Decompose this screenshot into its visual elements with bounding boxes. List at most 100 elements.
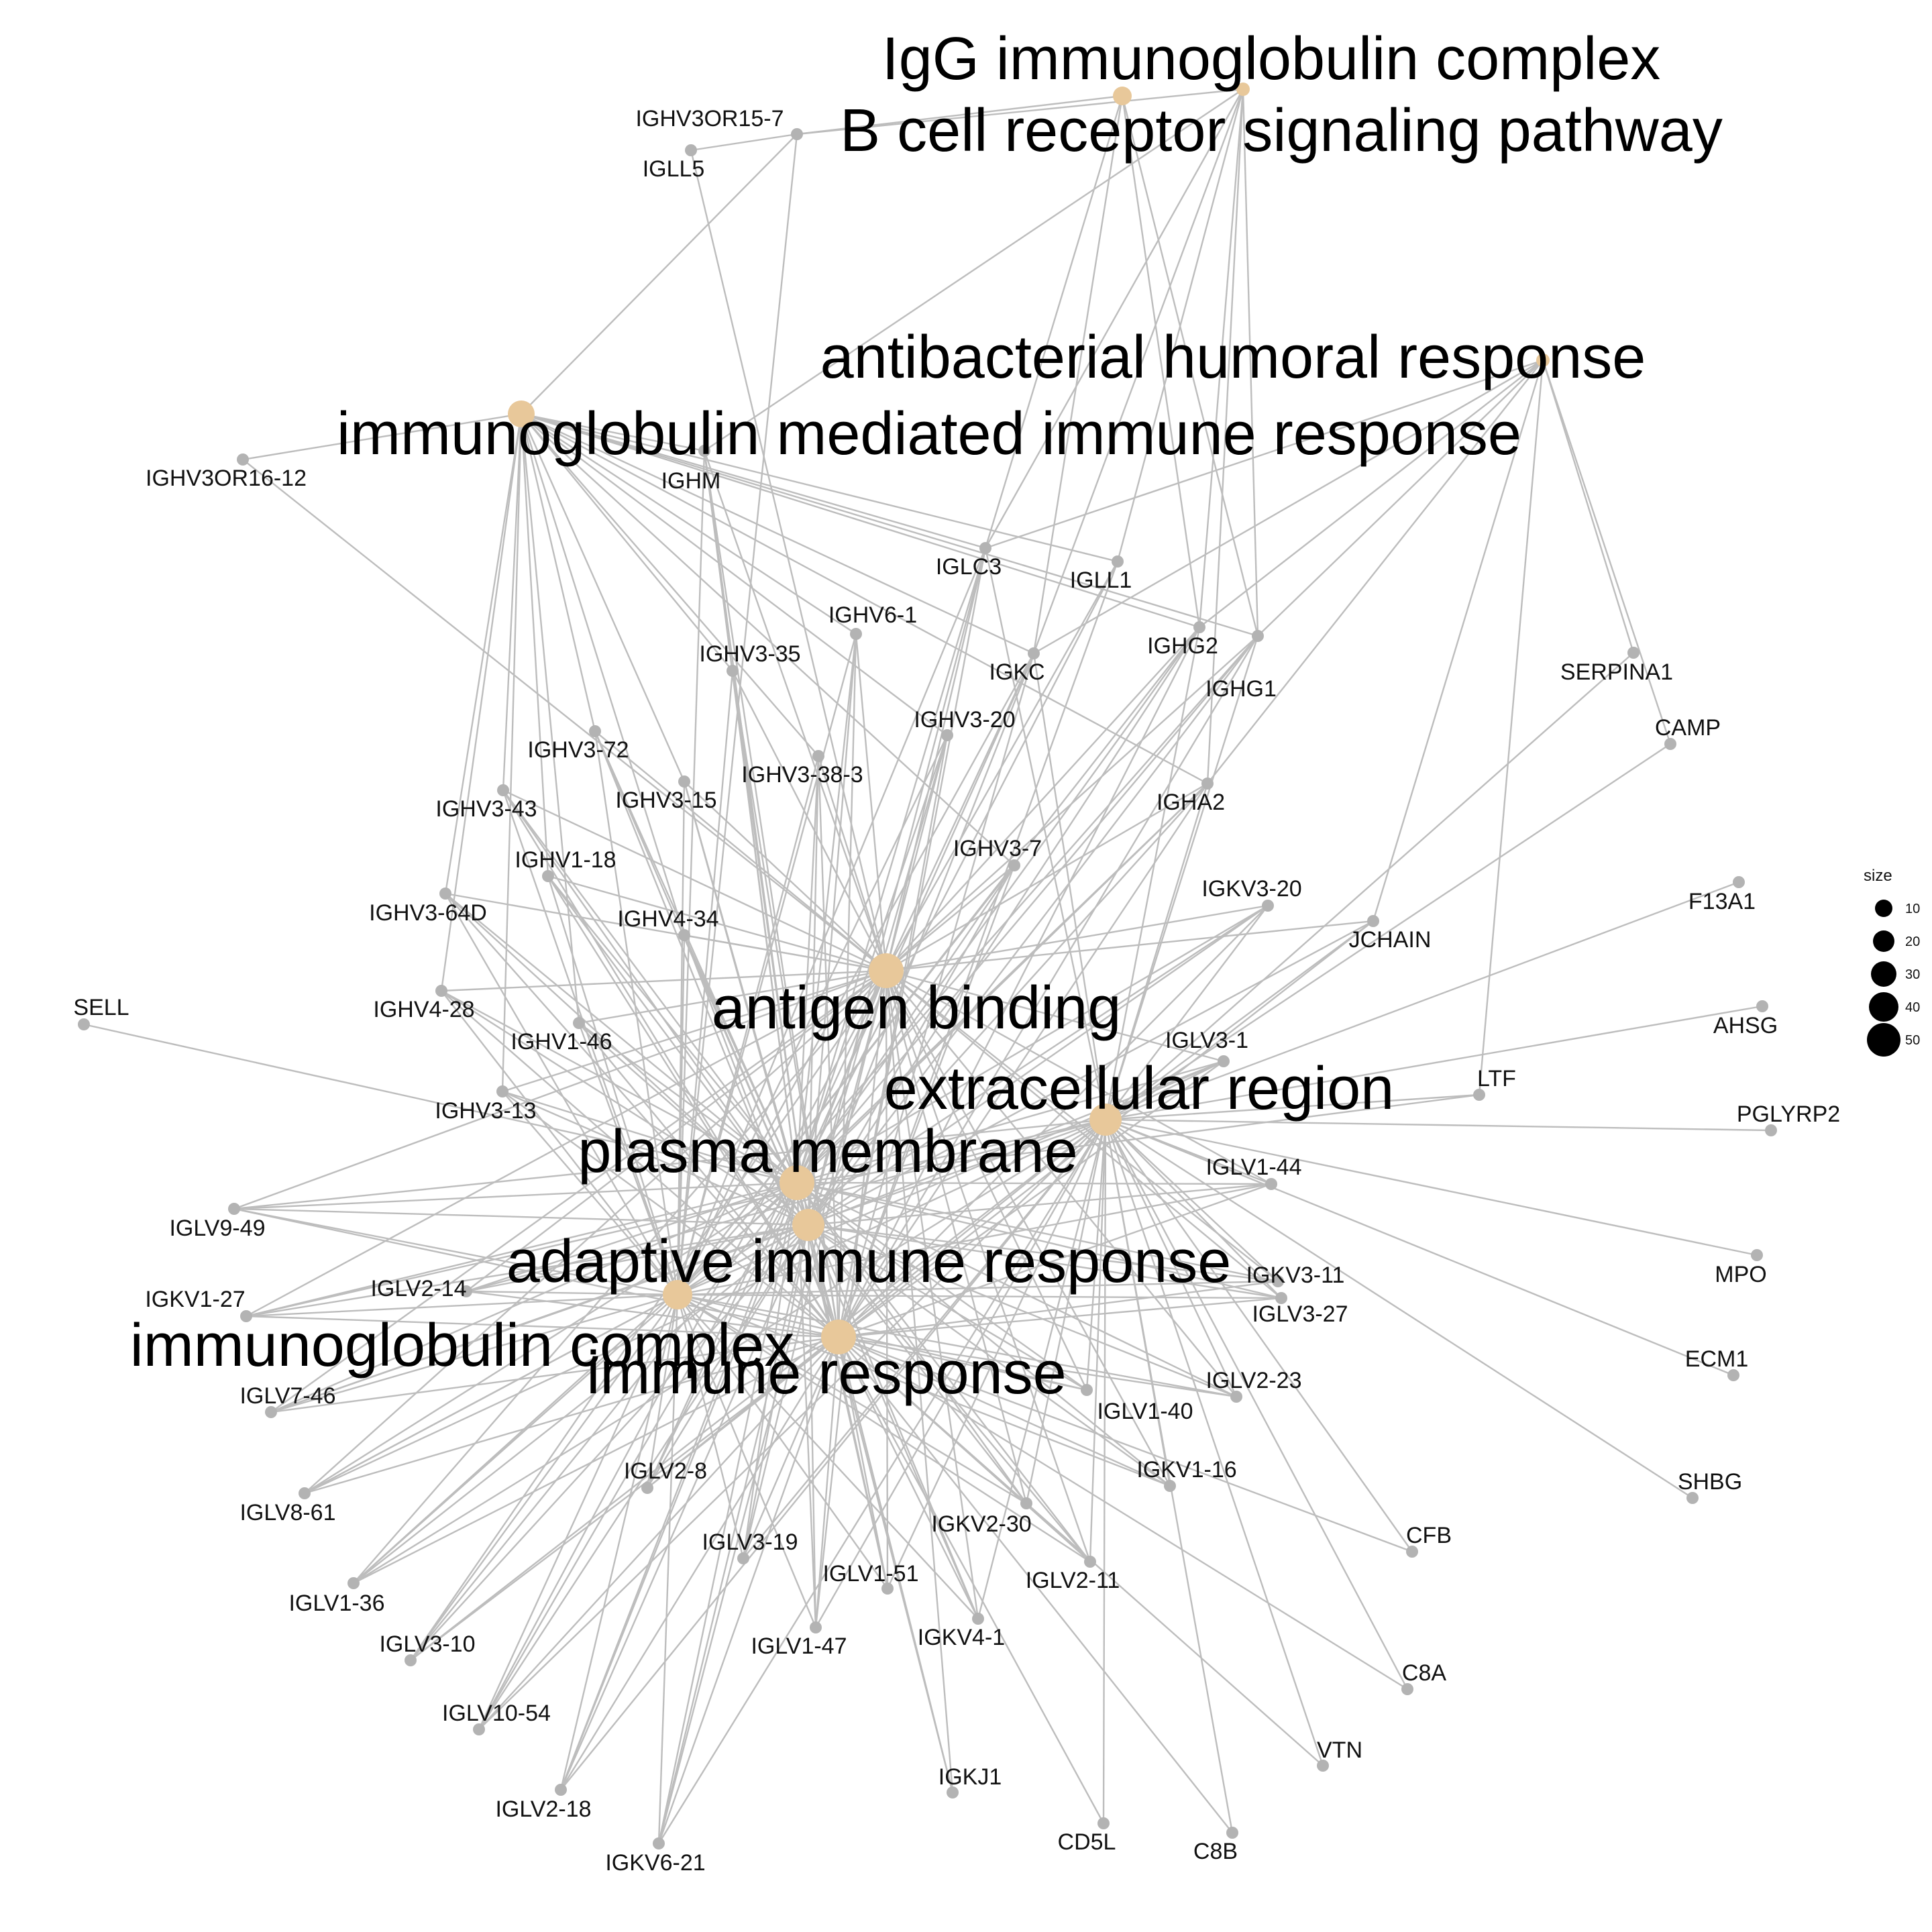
gene-node-igkc <box>1028 647 1040 659</box>
edge-er-igkv6-21 <box>657 1119 1107 1844</box>
edge-imr-ighv3-72 <box>520 413 596 732</box>
gene-label-iglv9-49: IGLV9-49 <box>169 1216 265 1241</box>
edge-er-f13a1 <box>1105 881 1739 1121</box>
edge-er-ighg1 <box>1104 635 1259 1120</box>
edge-ic-ighv3-38-3 <box>676 755 820 1295</box>
edge-er-iglv2-18 <box>560 1119 1106 1790</box>
edge-ab-iglv9-49 <box>233 969 887 1210</box>
edge-pm-iglv10-54 <box>478 1182 798 1730</box>
edge-pm-ighv3-7 <box>796 865 1015 1183</box>
edge-bcr-ighv3or15-7 <box>796 88 1244 136</box>
edge-ab-ighv6-1 <box>855 633 888 971</box>
gene-node-iglv2-18 <box>555 1784 567 1796</box>
gene-label-f13a1: F13A1 <box>1688 889 1756 914</box>
gene-label-iglv2-11: IGLV2-11 <box>1026 1568 1120 1593</box>
term-node-immune-response <box>821 1320 856 1354</box>
gene-node-iglv1-47 <box>810 1621 822 1633</box>
edge-pm-iglv8-61 <box>304 1181 798 1495</box>
edge-bcr-ighg1 <box>1242 89 1259 637</box>
gene-label-shbg: SHBG <box>1678 1469 1742 1495</box>
edge-ab-ighv1-46 <box>578 969 887 1024</box>
gene-node-iglv2-11 <box>1084 1556 1096 1568</box>
edge-ir-ighm <box>703 450 840 1338</box>
edge-abh-ltf <box>1478 360 1544 1095</box>
edge-ab-jchain <box>885 920 1374 972</box>
edge-abh-camp <box>1542 360 1672 745</box>
edge-ab-igkv2-30 <box>885 970 1028 1504</box>
gene-label-vtn: VTN <box>1317 1737 1362 1763</box>
edge-ir-iglv1-36 <box>353 1336 839 1585</box>
edge-imr-igll1 <box>521 413 1118 563</box>
gene-node-iglv8-61 <box>299 1487 311 1499</box>
edge-pm-sell <box>83 1023 798 1184</box>
edge-er-iglv10-54 <box>478 1119 1106 1730</box>
edge-ir-c8b <box>838 1336 1233 1833</box>
gene-node-ighv4-28 <box>435 985 447 997</box>
edge-ab-ighv3-38-3 <box>817 755 888 971</box>
gene-node-serpina1 <box>1627 647 1640 659</box>
gene-label-iglv2-18: IGLV2-18 <box>495 1796 591 1822</box>
term-node-b-cell-receptor-signaling-pathway <box>1236 83 1250 96</box>
edge-ic-iglv10-54 <box>478 1294 679 1730</box>
edge-air-igkv6-21 <box>657 1224 810 1844</box>
edge-ab-iglv2-14 <box>466 970 887 1292</box>
edge-igg-iglc3 <box>984 95 1124 549</box>
edge-ir-iglv3-27 <box>838 1297 1282 1338</box>
gene-label-igkv1-16: IGKV1-16 <box>1136 1457 1236 1483</box>
gene-label-igkv2-30: IGKV2-30 <box>931 1511 1031 1537</box>
edge-pm-igkv4-1 <box>796 1182 979 1619</box>
gene-label-iglv7-46: IGLV7-46 <box>239 1383 335 1409</box>
gene-node-igkv1-16 <box>1164 1480 1176 1492</box>
gene-node-igha2 <box>1201 777 1214 790</box>
gene-node-igll1 <box>1112 555 1124 568</box>
gene-node-igkv2-30 <box>1020 1497 1032 1509</box>
edge-ir-iglv7-46 <box>270 1336 839 1413</box>
gene-label-iglv3-27: IGLV3-27 <box>1252 1301 1348 1327</box>
gene-node-iglv3-1 <box>1218 1055 1230 1067</box>
gene-node-igkv1-27 <box>240 1310 252 1322</box>
gene-node-iglv2-8 <box>641 1482 653 1494</box>
term-node-extracellular-region <box>1089 1104 1122 1136</box>
edge-ab-iglv3-10 <box>410 970 887 1661</box>
legend-label-40: 40 <box>1905 1000 1920 1015</box>
term-label-adaptive-immune-response: adaptive immune response <box>506 1228 1232 1295</box>
edge-ab-iglv2-11 <box>885 970 1091 1562</box>
edge-bcr-ighg2 <box>1198 89 1244 628</box>
gene-node-ighv3-35 <box>727 665 739 677</box>
term-label-plasma-membrane: plasma membrane <box>578 1118 1077 1185</box>
edge-ab-ighv3-20 <box>885 735 949 971</box>
edge-imr-ighv3-43 <box>502 413 523 791</box>
edge-ab-igkc <box>885 653 1035 971</box>
gene-label-ighv3or16-12: IGHV3OR16-12 <box>146 466 307 491</box>
edge-ab-iglv8-61 <box>304 970 887 1494</box>
gene-label-ighv3-15: IGHV3-15 <box>615 788 716 813</box>
edge-pm-ighv4-28 <box>441 989 798 1184</box>
edge-ab-igkv4-1 <box>885 970 979 1619</box>
gene-node-c8a <box>1401 1683 1413 1695</box>
edge-bcr-iglc3 <box>984 89 1244 549</box>
edge-ic-iglv7-46 <box>270 1293 678 1413</box>
edge-air-ighv1-18 <box>547 875 809 1226</box>
gene-label-ighv3-20: IGHV3-20 <box>914 707 1015 733</box>
gene-node-ighv3or16-12 <box>237 453 249 466</box>
edge-ab-igha2 <box>885 782 1208 972</box>
edge-igg-igkc <box>1032 95 1124 654</box>
gene-node-ahsg <box>1756 1000 1768 1012</box>
edge-er-iglv2-23 <box>1104 1119 1238 1397</box>
gene-label-igkv3-20: IGKV3-20 <box>1201 876 1301 902</box>
edge-ir-cd5l <box>837 1336 1105 1824</box>
gene-node-iglv2-23 <box>1230 1391 1242 1403</box>
edge-er-c8a <box>1104 1119 1409 1690</box>
gene-label-ighg2: IGHG2 <box>1147 633 1218 659</box>
gene-node-sell <box>78 1018 90 1030</box>
edge-ic-ighv3-64d <box>444 893 679 1295</box>
edge-imr-ighm <box>521 413 705 452</box>
edge-abh-igha2 <box>1207 360 1544 784</box>
edge-imr-igkc <box>521 413 1034 655</box>
gene-label-iglv1-40: IGLV1-40 <box>1097 1399 1193 1424</box>
gene-node-igkv6-21 <box>653 1837 665 1849</box>
edge-pm-ighv1-18 <box>547 875 798 1183</box>
edge-ir-igha2 <box>838 783 1208 1338</box>
edge-ab-ighg1 <box>885 635 1258 971</box>
